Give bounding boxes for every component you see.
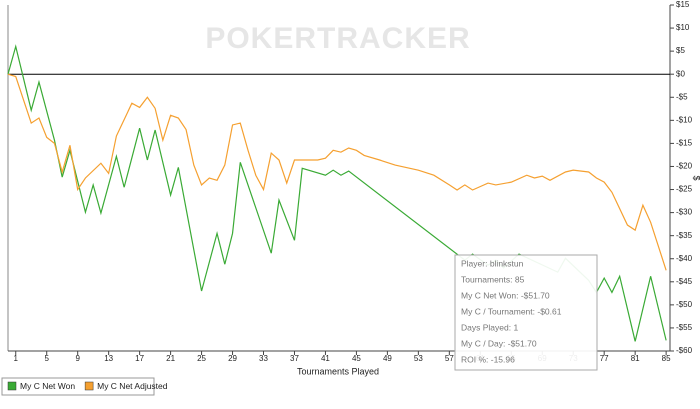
x-axis-title: Tournaments Played <box>297 366 379 376</box>
x-tick-label: 49 <box>383 354 392 363</box>
y-tick-label: -$25 <box>676 185 693 194</box>
x-tick-label: 5 <box>44 354 49 363</box>
y-tick-label: -$55 <box>676 323 693 332</box>
legend-swatch <box>84 381 94 391</box>
x-tick-label: 9 <box>75 354 80 363</box>
tooltip-line: My C / Tournament: -$0.61 <box>461 306 562 316</box>
x-tick-label: 13 <box>104 354 113 363</box>
tooltip-line: ROI %: -15.96 <box>461 354 515 364</box>
y-tick-label: -$50 <box>676 300 693 309</box>
x-tick-label: 81 <box>631 354 640 363</box>
y-axis-title: $ <box>692 175 700 180</box>
y-tick-label: -$45 <box>676 277 693 286</box>
y-tick-label: -$20 <box>676 162 693 171</box>
x-tick-label: 17 <box>135 354 144 363</box>
x-tick-label: 29 <box>228 354 237 363</box>
y-tick-label: -$60 <box>676 346 693 355</box>
legend-box <box>1 377 155 396</box>
legend-label: My C Net Won <box>20 381 75 391</box>
x-tick-label: 37 <box>290 354 299 363</box>
x-tick-label: 25 <box>197 354 206 363</box>
y-tick-label: $10 <box>676 23 690 32</box>
x-tick-label: 1 <box>14 354 19 363</box>
x-tick-label: 85 <box>662 354 671 363</box>
x-tick-label: 77 <box>600 354 609 363</box>
x-tick-label: 53 <box>414 354 423 363</box>
y-tick-label: -$30 <box>676 208 693 217</box>
tooltip-line: My C / Day: -$51.70 <box>461 338 537 348</box>
x-tick-label: 45 <box>352 354 361 363</box>
y-tick-label: -$40 <box>676 254 693 263</box>
series-line <box>7 73 667 271</box>
x-tick-label: 33 <box>259 354 268 363</box>
tooltip-line: My C Net Won: -$51.70 <box>461 290 550 300</box>
legend: My C Net Won My C Net Adjusted <box>1 377 168 396</box>
y-tick-label: $0 <box>676 69 685 78</box>
tooltip-line: Days Played: 1 <box>461 322 518 332</box>
y-tick-label: $5 <box>676 46 685 55</box>
y-tick-label: -$10 <box>676 115 693 124</box>
y-tick-label: -$35 <box>676 231 693 240</box>
y-tick-label: $15 <box>676 0 690 9</box>
x-tick-label: 41 <box>321 354 330 363</box>
tooltip-line: Tournaments: 85 <box>461 274 525 284</box>
x-tick-label: 57 <box>445 354 454 363</box>
watermark: POKERTRACKER <box>205 22 470 55</box>
tooltip: Player: blinkstun Tournaments: 85 My C Net… <box>454 254 598 371</box>
y-tick-label: -$15 <box>676 139 693 148</box>
tooltip-line: Player: blinkstun <box>461 258 524 268</box>
x-tick-label: 21 <box>166 354 175 363</box>
y-tick-label: -$5 <box>676 92 688 101</box>
legend-label: My C Net Adjusted <box>97 381 168 391</box>
legend-swatch <box>7 381 17 391</box>
tooltip-box <box>454 254 598 371</box>
